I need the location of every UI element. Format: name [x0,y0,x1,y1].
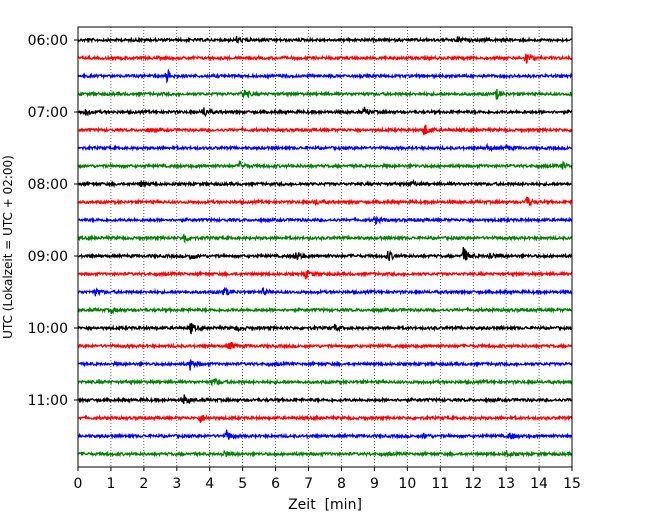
trace-1045 [77,377,573,387]
x-tick-label: 10 [398,476,416,492]
trace-1030 [77,359,573,371]
trace-0730 [77,142,573,153]
trace-0845 [77,232,573,244]
x-tick-label: 13 [497,476,515,492]
y-tick-label: 06:00 [28,33,68,49]
trace-0800 [77,178,573,189]
trace-0945 [77,306,573,315]
trace-1000 [77,322,573,335]
seismic-traces [77,35,573,459]
x-tick-label: 3 [172,476,181,492]
trace-0815 [77,195,573,207]
x-tick-label: 1 [106,476,115,492]
x-tick-label: 11 [431,476,449,492]
y-tick-label: 11:00 [28,393,68,409]
y-tick-label: 07:00 [28,105,68,121]
x-tick-label: 6 [271,476,280,492]
x-tick-label: 14 [530,476,548,492]
trace-0900 [77,246,573,262]
y-axis-label: UTC (Lokalzeit = UTC + 02:00) [1,155,15,339]
trace-0700 [77,106,573,118]
x-tick-label: 4 [205,476,214,492]
trace-0930 [77,286,573,297]
trace-0745 [77,160,573,170]
x-tick-label: 15 [563,476,581,492]
y-axis-ticks: 06:00 07:00 08:00 09:00 10:00 11:00 [28,33,78,409]
trace-0830 [77,215,573,226]
x-tick-label: 9 [370,476,379,492]
x-tick-label: 5 [238,476,247,492]
x-axis-label: Zeit [min] [288,497,362,513]
x-tick-label: 7 [304,476,313,492]
vertical-grid [110,27,540,467]
trace-0715 [77,124,573,136]
x-axis-ticks: 0 1 2 3 4 5 6 7 8 9 10 11 12 13 14 15 [74,467,581,492]
y-tick-label: 08:00 [28,177,68,193]
trace-0645 [77,89,573,100]
x-tick-label: 0 [74,476,83,492]
x-tick-label: 2 [139,476,148,492]
trace-1130 [77,429,573,440]
y-tick-label: 09:00 [28,249,68,265]
trace-1100 [77,394,573,405]
trace-0615 [77,53,573,64]
plot-frame [77,26,573,468]
trace-1015 [77,341,573,350]
trace-0630 [77,68,573,84]
x-tick-label: 8 [337,476,346,492]
y-tick-label: 10:00 [28,321,68,337]
trace-0600 [77,35,573,44]
x-tick-label: 12 [464,476,482,492]
trace-0915 [77,269,573,280]
trace-1115 [77,414,573,423]
trace-1145 [77,449,573,459]
